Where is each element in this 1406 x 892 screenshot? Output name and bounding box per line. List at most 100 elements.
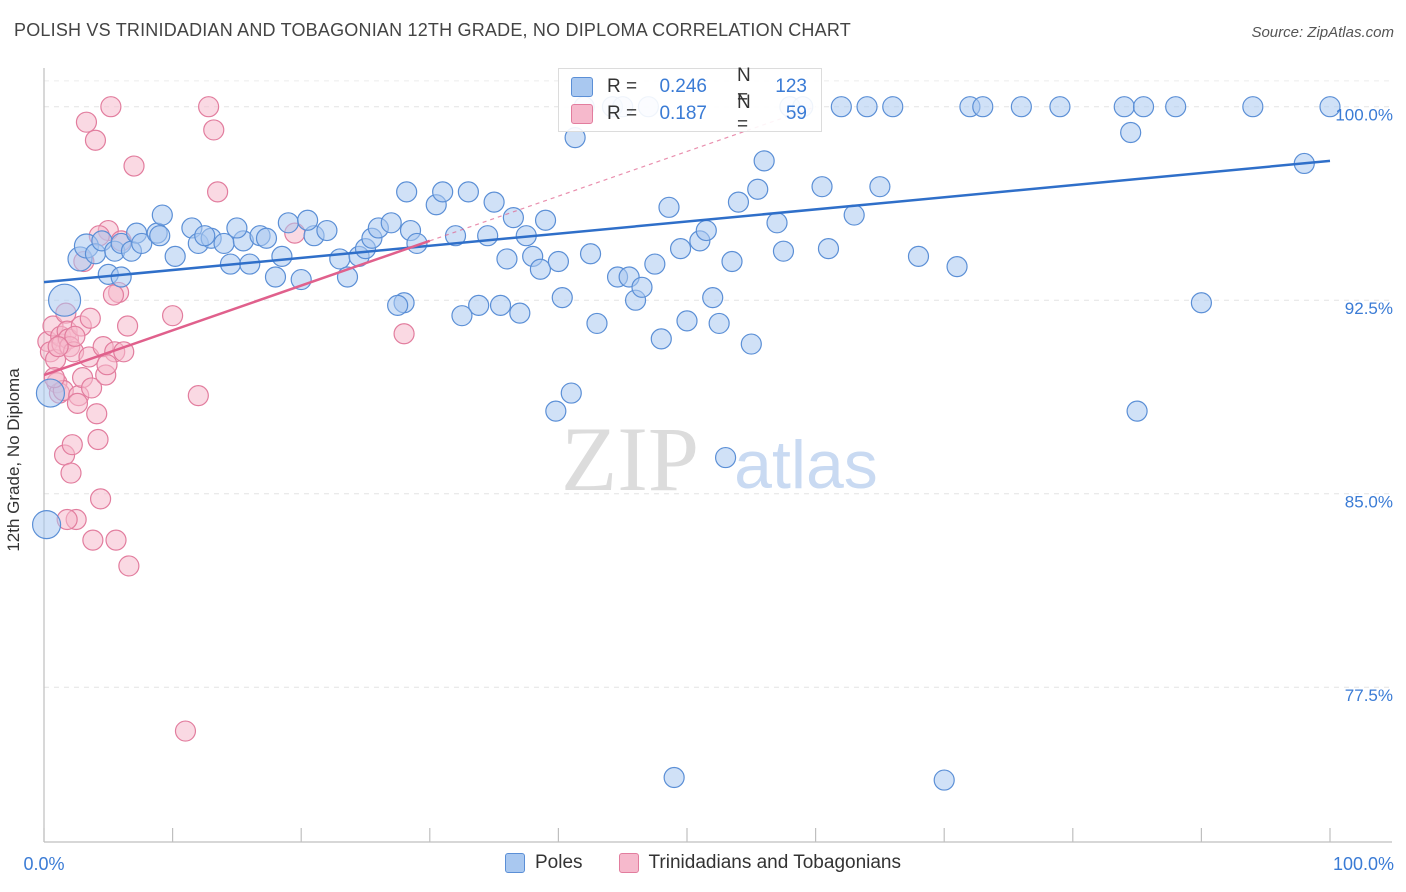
stats-legend: R = 0.246 N = 123 R = 0.187 N = 59: [558, 65, 822, 135]
poles-point: [708, 312, 730, 335]
poles-point: [1126, 400, 1148, 422]
n-label: N =: [737, 92, 751, 135]
poles-point: [946, 256, 968, 278]
trinidadian-point: [207, 181, 229, 203]
poles-point: [695, 219, 717, 242]
trinidadian-point: [84, 129, 107, 151]
poles-point: [387, 294, 409, 316]
trinidadian-point: [66, 392, 89, 414]
trin-trend-line: [43, 239, 431, 377]
stats-row-poles: R = 0.246 N = 123: [571, 65, 807, 108]
source-label: Source: ZipAtlas.com: [1251, 24, 1394, 41]
chart-title: POLISH VS TRINIDADIAN AND TOBAGONIAN 12T…: [14, 20, 851, 40]
poles-point: [483, 191, 505, 213]
y-tick-label: 92.5%: [1345, 299, 1393, 318]
poles-point: [676, 310, 698, 332]
trinidadian-point: [96, 354, 118, 376]
poles-point: [817, 238, 840, 260]
poles-point: [856, 96, 878, 118]
y-tick-labels: 77.5% 85.0% 92.5% 100.0%: [1335, 106, 1393, 706]
poles-legend-swatch: [505, 853, 525, 873]
poles-point: [31, 510, 62, 540]
poles-point: [843, 204, 865, 226]
x-tick-label: 100.0%: [1333, 854, 1394, 874]
watermark-atlas: atlas: [734, 427, 878, 503]
poles-point: [277, 212, 299, 234]
x-tick-labels: 0.0% 100.0%: [23, 854, 1394, 874]
trinidadian-point: [64, 325, 86, 347]
poles-point: [1120, 121, 1142, 144]
poles-point: [972, 96, 994, 118]
poles-point: [1165, 96, 1187, 118]
poles-point: [194, 225, 216, 247]
trinidadian-point: [123, 155, 145, 177]
poles-point: [547, 250, 570, 273]
trinidadian-point: [60, 462, 82, 484]
y-tick-label: 77.5%: [1345, 686, 1393, 705]
legend-item-poles[interactable]: Poles: [505, 852, 583, 874]
poles-point: [753, 150, 775, 172]
poles-point: [586, 312, 608, 335]
poles-point: [811, 176, 833, 198]
poles-point: [131, 232, 153, 255]
trinidadian-point: [82, 529, 104, 551]
poles-point: [631, 276, 653, 298]
r-label: R =: [607, 76, 638, 97]
trinidadian-point: [89, 488, 112, 510]
poles-point: [451, 305, 473, 327]
poles-point: [869, 176, 891, 198]
legend-label-trinidadians: Trinidadians and Tobagonians: [648, 852, 901, 873]
bottom-legend: Poles Trinidadians and Tobagonians: [0, 852, 1406, 874]
legend-item-trinidadians[interactable]: Trinidadians and Tobagonians: [618, 852, 901, 874]
trinidadian-point: [61, 434, 83, 456]
poles-point: [721, 250, 743, 273]
trinidadian-point: [47, 336, 69, 358]
poles-point: [151, 204, 173, 226]
poles-point: [502, 207, 524, 229]
poles-point: [766, 212, 788, 234]
poles-point: [47, 283, 82, 317]
r-value: 0.187: [659, 103, 707, 124]
poles-point: [477, 225, 499, 247]
poles-point: [650, 328, 672, 350]
poles-point: [35, 378, 66, 408]
r-value: 0.246: [659, 76, 707, 97]
poles-point: [316, 219, 338, 242]
poles-point: [1010, 96, 1032, 118]
poles-point: [727, 191, 750, 213]
poles-point: [329, 248, 351, 270]
trinidadian-point: [174, 720, 197, 742]
poles-swatch: [571, 77, 593, 97]
trinidadian-point: [75, 111, 98, 133]
poles-point: [644, 253, 666, 275]
poles-point: [933, 769, 955, 791]
trinidadian-point: [162, 305, 184, 327]
poles-point: [907, 245, 930, 267]
trinidadian-point: [393, 323, 415, 345]
watermark-zip: ZIP: [561, 408, 699, 510]
trin-swatch: [571, 104, 593, 124]
poles-point: [740, 333, 762, 355]
trinidadian-point: [187, 385, 209, 407]
poles-point: [468, 294, 490, 316]
legend-label-poles: Poles: [535, 852, 583, 873]
trinidadian-point: [198, 96, 220, 118]
poles-point: [1242, 96, 1264, 118]
poles-point: [457, 181, 479, 203]
poles-point: [551, 287, 573, 309]
poles-point: [432, 181, 454, 203]
trinidadian-point: [86, 403, 108, 425]
poles-point: [496, 248, 518, 270]
axes: [43, 68, 1392, 843]
gridlines: [44, 80, 1392, 688]
stats-row-trin: R = 0.187 N = 59: [571, 92, 807, 135]
trin-legend-swatch: [618, 853, 639, 873]
poles-point: [1132, 96, 1155, 118]
poles-point: [702, 287, 724, 309]
watermark: ZIP atlas: [561, 408, 878, 510]
poles-point: [882, 96, 904, 118]
n-value: 123: [775, 76, 807, 97]
trinidadian-point: [105, 529, 127, 551]
poles-point: [110, 266, 132, 288]
